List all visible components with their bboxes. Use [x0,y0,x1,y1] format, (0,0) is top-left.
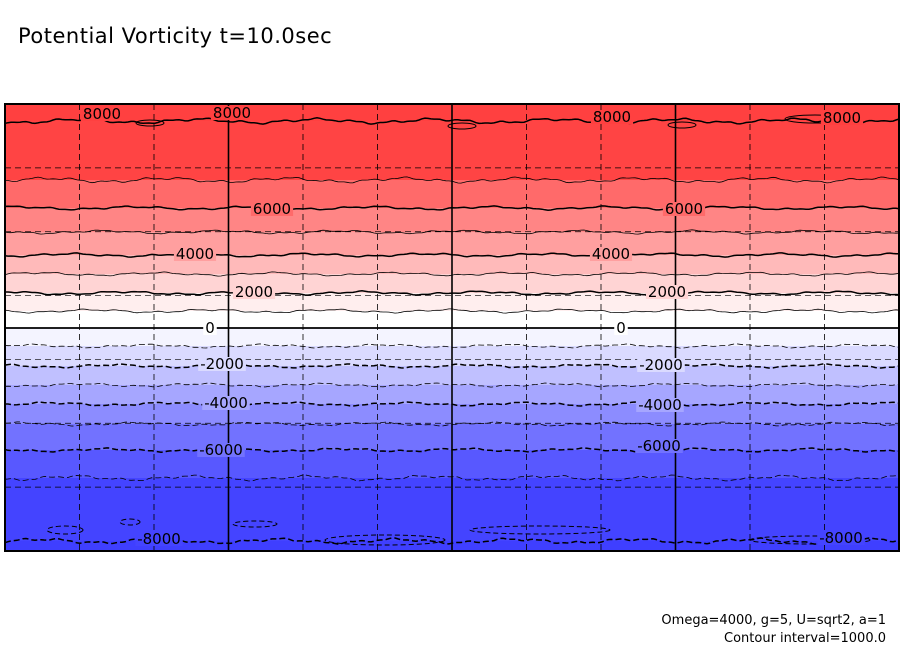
grid [5,104,899,551]
contour-label: -4000 [638,396,682,414]
contour-label: 6000 [665,200,703,218]
contour-label-bg [590,110,634,124]
contour-blob [232,520,278,528]
contour-label: 2000 [235,283,273,301]
plot-frame [4,103,900,552]
contour-blob [135,119,165,127]
contour-blob [324,534,446,546]
contour-label: 6000 [253,200,291,218]
contour-label-bg [210,106,254,120]
contour-label: -6000 [637,437,681,455]
contour-label: -2000 [639,356,683,374]
contour-label-bg [173,247,217,261]
contour-blob [46,525,84,535]
contour-label: 4000 [592,245,630,263]
contour-label-bg [635,439,683,453]
contour-label-bg [637,358,685,372]
contour-label-bg [202,396,250,410]
contour-blob [667,121,697,129]
contour-label-bg [820,111,864,125]
contour-label: -8000 [137,530,181,548]
contour-label: -2000 [200,355,244,373]
contour-label: 0 [616,319,626,337]
contour-label-bg [198,357,246,371]
contour-label: 8000 [823,109,861,127]
contour-label: -4000 [204,394,248,412]
contour-label-bg [135,532,183,546]
contour-label-bg [80,107,124,121]
contour-label: -8000 [819,529,863,547]
contour-label: 8000 [213,104,251,122]
contour-label-bg [203,321,217,335]
contour-blob [447,122,477,130]
contour-label: 4000 [176,245,214,263]
contour-label-bg [645,285,689,299]
contour-label: 8000 [83,105,121,123]
contour-label-bg [614,321,628,335]
contour-blob [469,525,611,535]
contour-label-bg [250,202,294,216]
contour-labels: 8000 8000 8000 8000 6000 6000 4000 4000 2000 2000… [80,104,865,548]
contour-label-bg [197,443,245,457]
contour-label: 2000 [648,283,686,301]
contour-label: -6000 [199,441,243,459]
chart-title: Potential Vorticity t=10.0sec [18,24,333,48]
contour-label: 8000 [593,108,631,126]
contour-label-bg [662,202,706,216]
contour-interval-note: Contour interval=1000.0 [724,631,886,646]
contour-label-bg [232,285,276,299]
parameters-note: Omega=4000, g=5, U=sqrt2, a=1 [661,613,886,628]
contour-blob [119,518,141,526]
contour-label-bg [636,398,684,412]
contour-label: 0 [205,319,215,337]
contour-label-bg [589,247,633,261]
contour-label-bg [817,531,865,545]
